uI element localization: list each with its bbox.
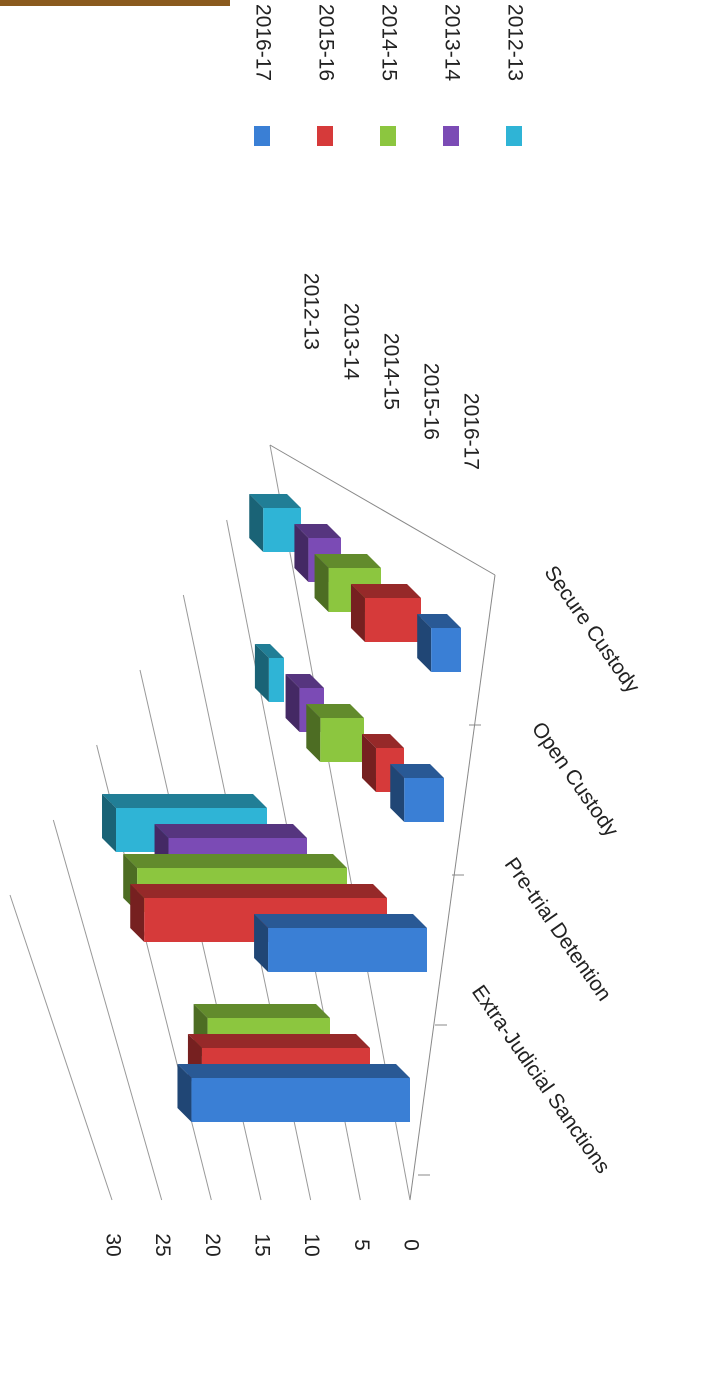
bar-top <box>285 674 324 688</box>
bar <box>177 1064 410 1122</box>
y-tick-label: 10 <box>300 1233 323 1256</box>
bar <box>417 614 461 672</box>
bar-front <box>268 658 284 702</box>
bar <box>254 914 427 972</box>
y-tick-label: 30 <box>101 1233 124 1256</box>
depth-tick-label: 2013-14 <box>339 303 362 380</box>
bar-front <box>364 598 421 642</box>
bar-top <box>314 554 381 568</box>
bar-top <box>154 824 307 838</box>
depth-tick-label: 2015-16 <box>419 363 442 440</box>
bar-end <box>285 674 300 732</box>
depth-tick-label: 2016-17 <box>459 393 482 470</box>
bar-end <box>254 914 269 972</box>
legend-label: 2012-13 <box>503 4 526 81</box>
bar <box>254 644 284 702</box>
y-tick-label: 15 <box>250 1233 273 1256</box>
bar-end <box>249 494 264 552</box>
legend-swatch <box>443 126 459 146</box>
y-tick-label: 5 <box>350 1239 373 1251</box>
legend-swatch <box>506 126 522 146</box>
x-tick-label: Pre-trial Detention <box>500 854 616 1006</box>
bar-top <box>417 614 461 628</box>
legend-label: 2014-15 <box>377 4 400 81</box>
bar-end <box>361 734 376 792</box>
bar <box>306 704 364 762</box>
grid-line <box>52 819 163 1201</box>
grid-line <box>9 894 113 1201</box>
legend-swatch <box>380 126 396 146</box>
bar-top <box>294 524 341 538</box>
y-tick-label: 25 <box>151 1233 174 1256</box>
bar-end <box>294 524 309 582</box>
legend-swatch <box>317 126 333 146</box>
bar <box>390 764 444 822</box>
bar-end <box>306 704 321 762</box>
depth-tick-label: 2012-13 <box>299 273 322 350</box>
bar-top <box>254 914 427 928</box>
bar-top <box>123 854 347 868</box>
bar-top <box>177 1064 410 1078</box>
bar-front <box>268 928 427 972</box>
bar-top <box>193 1004 330 1018</box>
legend-label: 2016-17 <box>251 4 274 81</box>
bar-end <box>130 884 145 942</box>
bar-end <box>177 1064 192 1122</box>
axis-line <box>409 574 496 1201</box>
bar-end <box>350 584 365 642</box>
bar-end <box>314 554 329 612</box>
bar-top <box>306 704 364 718</box>
bar-end <box>390 764 405 822</box>
y-tick-label: 0 <box>399 1239 422 1251</box>
legend-label: 2015-16 <box>314 4 337 81</box>
x-tick-label: Extra-Judicial Sanctions <box>467 981 614 1178</box>
bar <box>249 494 301 552</box>
bar-top <box>254 644 284 658</box>
legend-swatch <box>254 126 270 146</box>
bar-top <box>130 884 387 898</box>
bar <box>350 584 421 642</box>
bar-top <box>350 584 421 598</box>
bar-end <box>417 614 432 672</box>
bar-front <box>191 1078 410 1122</box>
y-tick-label: 20 <box>201 1233 224 1256</box>
bar-top <box>390 764 444 778</box>
x-tick-label: Secure Custody <box>540 562 645 698</box>
bar-front <box>431 628 461 672</box>
x-tick-label: Open Custody <box>527 718 623 842</box>
image-strip <box>0 0 230 6</box>
bar-top <box>187 1034 370 1048</box>
depth-tick-label: 2014-15 <box>379 333 402 410</box>
bar-end <box>102 794 117 852</box>
bar-front <box>404 778 444 822</box>
bar-end <box>254 644 269 702</box>
bar-top <box>102 794 267 808</box>
bar-top <box>249 494 301 508</box>
legend-label: 2013-14 <box>440 4 463 81</box>
bar-front <box>320 718 364 762</box>
bar-top <box>361 734 404 748</box>
axis-line <box>269 444 496 576</box>
